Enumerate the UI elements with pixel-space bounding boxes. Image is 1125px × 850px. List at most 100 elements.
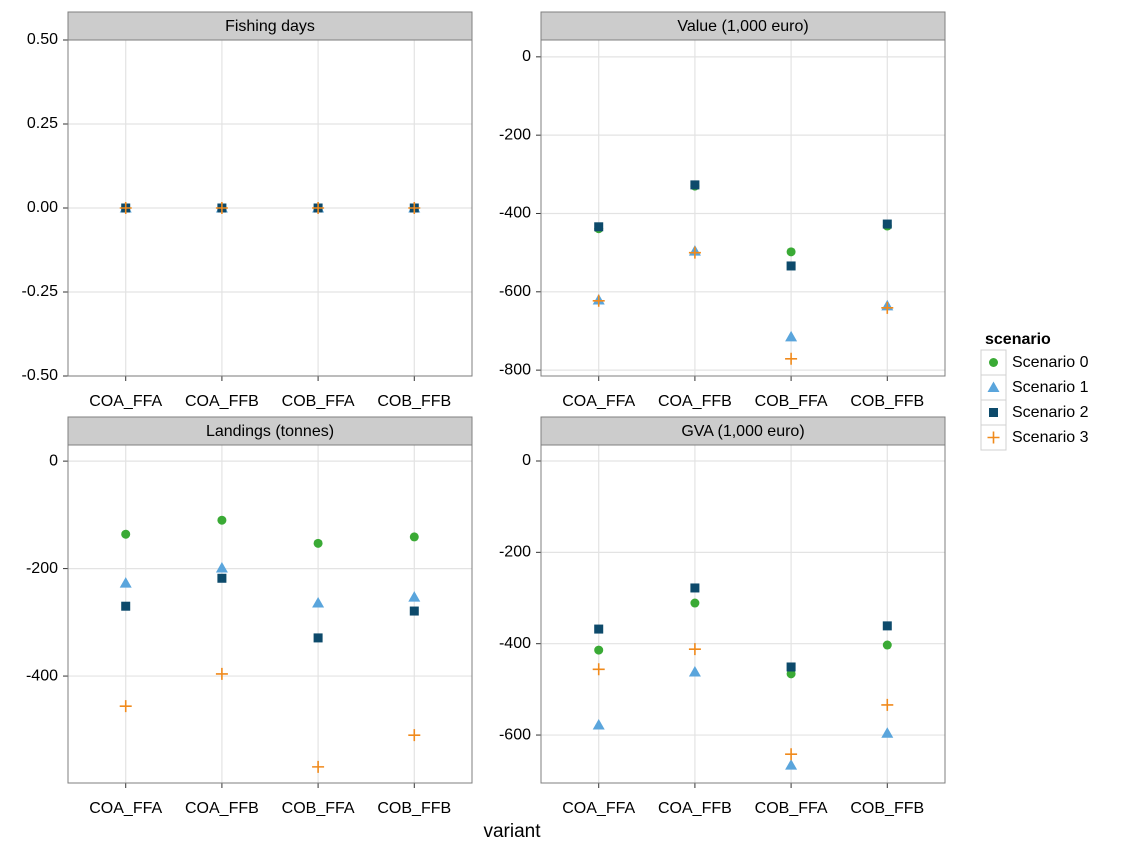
panel-title: GVA (1,000 euro) <box>681 423 804 440</box>
x-tick-label: COA_FFB <box>658 800 732 817</box>
x-tick-label: COB_FFA <box>755 393 828 410</box>
strip <box>67 11 473 41</box>
point <box>313 633 323 643</box>
point <box>312 596 325 608</box>
point <box>882 640 892 650</box>
point <box>594 222 604 232</box>
point <box>408 202 421 214</box>
point <box>785 759 798 770</box>
x-tick-label: COA_FFA <box>89 393 162 410</box>
point <box>119 700 132 713</box>
x-axis-label: variant <box>483 821 541 842</box>
x-tick-label: COA_FFB <box>658 393 732 410</box>
point <box>217 515 227 525</box>
y-tick-label: -400 <box>499 635 531 652</box>
x-tick-label: COB_FFA <box>755 800 828 817</box>
y-tick-label: 0.00 <box>27 199 58 216</box>
point <box>592 663 605 676</box>
point <box>409 606 419 616</box>
y-tick-label: 0 <box>522 452 531 469</box>
point <box>786 669 796 679</box>
point <box>688 666 701 677</box>
point <box>217 573 227 583</box>
x-tick-label: COA_FFA <box>562 800 635 817</box>
x-tick-label: COA_FFA <box>562 393 635 410</box>
point <box>688 246 701 259</box>
y-tick-label: -400 <box>26 667 58 684</box>
panel <box>68 445 472 783</box>
point <box>786 261 796 271</box>
point <box>312 202 325 214</box>
legend-label: Scenario 3 <box>1012 429 1089 446</box>
legend-marker <box>989 408 998 417</box>
y-tick-label: -800 <box>499 361 531 378</box>
point <box>881 727 894 738</box>
point <box>690 583 700 593</box>
point <box>119 577 132 588</box>
point <box>408 729 421 742</box>
point <box>121 529 131 539</box>
point <box>215 667 228 680</box>
x-tick-label: COA_FFB <box>185 393 259 410</box>
strip <box>540 11 946 41</box>
point <box>690 598 700 608</box>
x-tick-label: COB_FFB <box>377 800 451 817</box>
x-tick-label: COB_FFB <box>850 393 924 410</box>
point <box>882 219 892 229</box>
point <box>121 601 131 611</box>
x-tick-label: COB_FFA <box>282 393 355 410</box>
x-tick-label: COB_FFB <box>850 800 924 817</box>
panel-title: Value (1,000 euro) <box>677 18 808 35</box>
point <box>215 202 228 214</box>
x-tick-label: COB_FFB <box>377 393 451 410</box>
y-tick-label: -400 <box>499 205 531 222</box>
point <box>688 643 701 656</box>
y-tick-label: 0 <box>522 48 531 65</box>
point <box>313 538 323 548</box>
point <box>592 294 605 307</box>
panel <box>541 445 945 783</box>
y-tick-label: -600 <box>499 726 531 743</box>
strip <box>67 416 473 446</box>
y-tick-label: -600 <box>499 283 531 300</box>
y-tick-label: 0.25 <box>27 115 58 132</box>
point <box>785 748 798 761</box>
legend-marker <box>987 381 1000 392</box>
y-tick-label: -0.25 <box>22 283 59 300</box>
strip <box>540 416 946 446</box>
point <box>119 202 132 214</box>
legend-title: scenario <box>985 331 1051 348</box>
y-tick-label: -200 <box>499 126 531 143</box>
point <box>690 180 700 190</box>
point <box>881 301 894 314</box>
point <box>409 532 419 542</box>
point <box>312 760 325 773</box>
y-tick-label: -200 <box>26 560 58 577</box>
legend-marker <box>987 431 1000 444</box>
x-tick-label: COA_FFA <box>89 800 162 817</box>
point <box>594 624 604 634</box>
y-tick-label: 0 <box>49 452 58 469</box>
legend-marker <box>989 358 998 367</box>
point <box>594 645 604 655</box>
point <box>785 330 798 342</box>
point <box>881 698 894 711</box>
x-tick-label: COB_FFA <box>282 800 355 817</box>
point <box>592 718 605 730</box>
legend-label: Scenario 0 <box>1012 354 1089 371</box>
point <box>785 352 798 365</box>
y-tick-label: 0.50 <box>27 31 58 48</box>
panel <box>541 40 945 376</box>
x-tick-label: COA_FFB <box>185 800 259 817</box>
point <box>408 591 421 602</box>
point <box>786 247 796 257</box>
y-tick-label: -200 <box>499 544 531 561</box>
legend-label: Scenario 2 <box>1012 404 1089 421</box>
legend-label: Scenario 1 <box>1012 379 1089 396</box>
point <box>882 621 892 631</box>
panel-title: Landings (tonnes) <box>206 423 334 440</box>
y-tick-label: -0.50 <box>22 367 59 384</box>
panel-title: Fishing days <box>225 18 315 35</box>
point <box>215 562 228 573</box>
